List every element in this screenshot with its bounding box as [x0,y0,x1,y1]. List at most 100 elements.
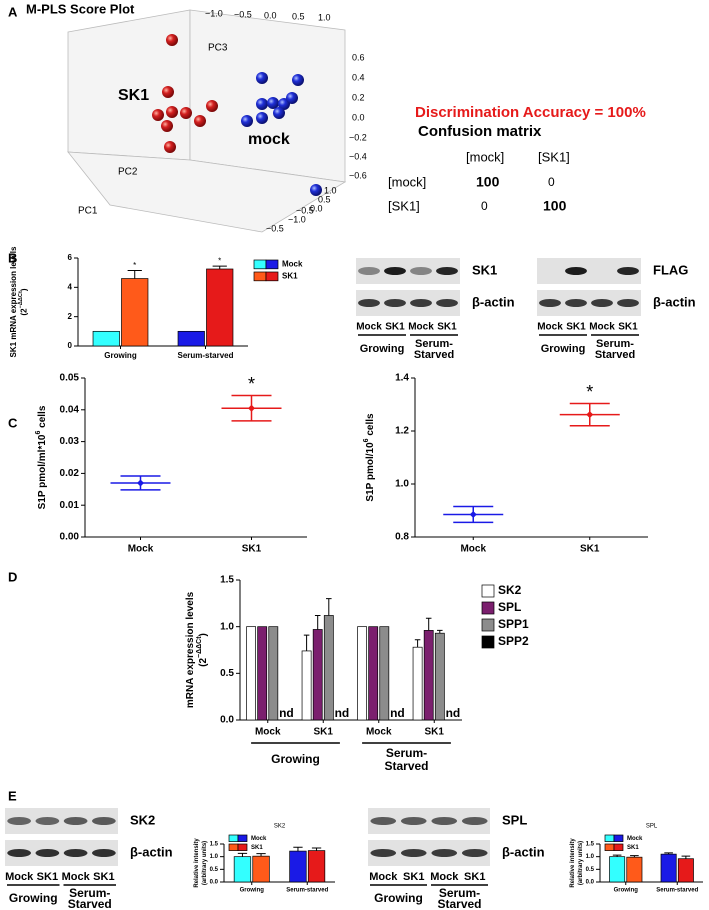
chart-title: SPL [646,824,658,830]
blot-band [384,267,406,275]
legend-swatch [228,834,239,842]
y-axis-label-part: (2 [198,658,209,667]
y-axis-label: SK1 mRNA expression levels [9,246,18,357]
legend-label: SK1 [251,845,263,851]
x-tick-label: SK1 [242,544,262,555]
error-bar [612,854,622,857]
bar [423,630,434,721]
y-axis-label-part: Relative intensity [570,838,576,888]
error-bar [681,855,691,859]
matrix-cell: 0 [481,199,488,213]
y-tick-label: 2 [68,312,73,321]
blot-band [7,849,31,857]
group-label: Serum- [386,746,427,760]
lane-label: Mock [589,322,615,333]
y-axis-label-part: mRNA expression levels [185,591,196,708]
matrix-cell: 100 [476,174,500,190]
x-tick-label: Mock [255,727,281,738]
mean-point [137,479,144,487]
blot-band [591,267,613,275]
blot-band [35,849,60,857]
x-tick-label: Growing [240,888,265,894]
legend-swatch [604,834,615,842]
y-tick-label: 1.5 [586,842,595,848]
group-label: Serum- [69,886,110,900]
error-bar [237,852,248,857]
bar [368,626,379,721]
score-point [256,112,268,124]
group-label: Growing [541,343,586,355]
mean-point [469,510,477,518]
blot-label: β-actin [502,844,545,859]
blot-band [431,817,458,825]
bar [379,626,390,721]
matrix-cell: 0 [548,175,555,189]
blot-band [400,817,427,825]
y-axis-label-part: Relative intensity [194,838,200,888]
x-tick-label: Mock [366,727,392,738]
lane-label: Mock [62,871,91,883]
plot-title: M-PLS Score Plot [26,1,135,16]
y-axis-label-part: (2 [20,308,29,316]
lane-label: SK1 [464,871,485,883]
chart: 0.8 1.0 1.2 1.4 S1P pmol/106 cells Mock SK1 * [363,373,648,555]
blot-band [63,849,88,857]
significance-marker: * [218,256,221,265]
blot-band [63,817,88,825]
panel-label: B [8,250,17,265]
y-tick-label: 4 [68,282,73,291]
axis-tick-label: 0.0 [310,203,323,213]
error-bar [425,617,432,631]
panel-label: A [8,4,18,19]
y-tick-label: 1.0 [395,479,409,490]
error-bar [437,629,443,634]
legend-swatch [613,834,624,842]
y-tick-label: 0.0 [210,880,219,886]
plot-floor [67,151,347,233]
axis-tick-label: 0.4 [352,72,365,82]
legend-label: SK1 [627,845,639,851]
chart: 0.00 0.01 0.02 0.03 0.04 0.05 S1P pmol/ml*106 … [35,373,307,555]
x-tick-label: SK1 [425,727,445,738]
blot-band [358,267,380,275]
blot-band [92,817,116,825]
axis-tick-label: −0.6 [349,170,367,180]
group-label: Growing [271,752,320,766]
score-point [194,115,206,127]
y-tick-label: 0.5 [586,867,595,873]
blot-label: β-actin [472,294,515,309]
blot-band [565,299,587,307]
legend-swatch [481,635,495,649]
y-axis-label-part: S1P pmol/10 [365,442,376,502]
y-tick-label: 0.05 [60,373,80,384]
lane-label: SK1 [618,322,638,333]
bar [357,626,367,721]
mean-point [586,411,594,419]
plot-wall [67,9,191,161]
significance-marker: * [133,261,136,270]
confusion-matrix: Discrimination Accuracy = 100% Confusion… [388,104,646,214]
blot-band [431,849,458,857]
score-plot: M-PLS Score Plot −1.0 −0.5 0.0 0.5 1.0 0… [26,1,367,233]
y-tick-label: 0.00 [60,532,80,543]
legend-swatch [481,584,495,598]
chart: 0.0 0.5 1.0 1.5 Relative intensity (arbitrary… [194,824,335,894]
matrix-cell: 100 [543,198,567,214]
panel-label: C [8,415,18,430]
lane-label: Mock [408,322,434,333]
bar [92,330,120,347]
axis-tick-label: −1.0 [288,214,306,224]
score-point [206,100,218,112]
error-bar [311,847,322,851]
y-axis-label-part: 6 [363,438,370,442]
axis-tick-label: 0.0 [264,10,277,20]
legend-swatch [481,601,495,615]
score-point [310,184,322,196]
y-tick-label: 0.5 [220,668,234,679]
value-label: nd [335,706,350,720]
error-bar [256,853,266,857]
x-tick-label: Serum-starved [286,888,328,894]
